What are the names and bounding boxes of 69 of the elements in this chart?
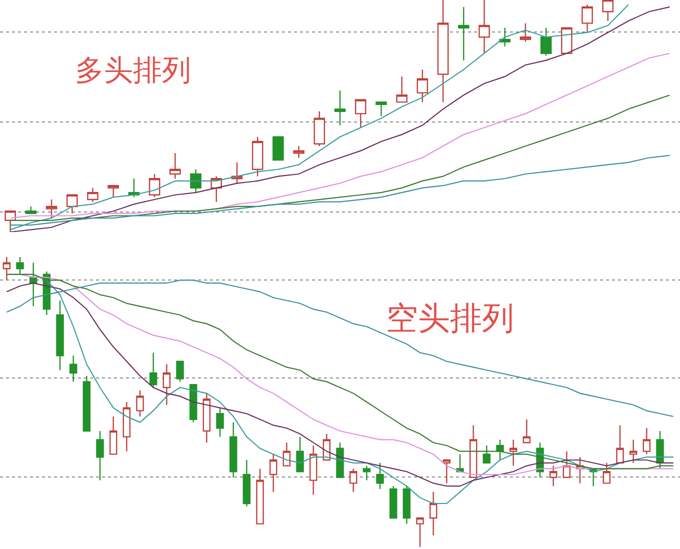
candlestick [269,454,278,492]
candlestick [82,375,91,432]
candlestick [482,444,491,464]
candlestick [416,69,428,103]
candlestick [296,436,304,472]
candlestick [314,110,326,147]
candlestick [252,136,264,177]
candlestick [69,355,78,382]
annotation: 多头排列 [75,53,191,87]
candlestick [66,194,78,214]
candlestick [87,187,98,202]
candlestick [458,6,470,61]
candlestick [282,442,291,466]
candlestick [354,99,366,128]
candlestick [616,424,624,464]
candlestick [549,465,558,487]
candlestick [170,152,181,180]
candlestick [229,422,238,478]
candlestick [16,257,24,275]
candlestick [629,439,638,464]
candlestick [189,384,198,423]
candlestick [148,173,160,198]
candlestick [272,136,284,161]
candlestick [509,439,518,466]
candlestick [122,401,131,452]
candlestick [376,462,384,490]
candlestick [642,428,651,455]
candlestick [4,210,16,232]
candlestick [136,390,144,418]
candlestick [349,468,358,492]
candlestick [149,352,158,388]
candlestick [561,27,572,54]
candlestick [442,459,451,484]
candlestick [402,486,411,524]
candlestick [396,76,408,103]
candlestick [522,418,531,444]
candlestick [108,185,119,198]
candlestick [540,27,552,56]
candlestick [336,442,344,478]
candlestick [520,22,532,42]
annotation: 空头排列 [386,299,514,337]
candlestick [469,424,478,478]
candlestick [496,439,504,461]
candlestick [96,430,104,481]
candlestick [162,364,171,406]
candlestick [562,450,571,478]
candlestick [56,300,64,371]
candlestick [293,146,304,158]
candlestick [242,459,251,507]
candlestick [334,90,346,126]
candlestick [109,416,118,455]
candlestick [656,430,664,470]
candlestick [429,491,438,536]
candlestick [25,206,37,214]
candlestick [362,465,371,481]
candlestick [46,198,58,219]
candlestick [29,262,38,307]
candlestick [376,101,387,117]
candlestick [309,444,318,496]
candlestick [202,392,211,444]
candlestick [389,486,398,519]
candlestick [582,4,593,34]
candlestick [602,462,611,484]
candlestick [216,407,224,438]
candlestick [456,454,464,472]
candlestick [256,468,264,524]
candlestick [499,27,510,47]
candlestick [176,360,184,382]
candlestick [190,168,202,194]
